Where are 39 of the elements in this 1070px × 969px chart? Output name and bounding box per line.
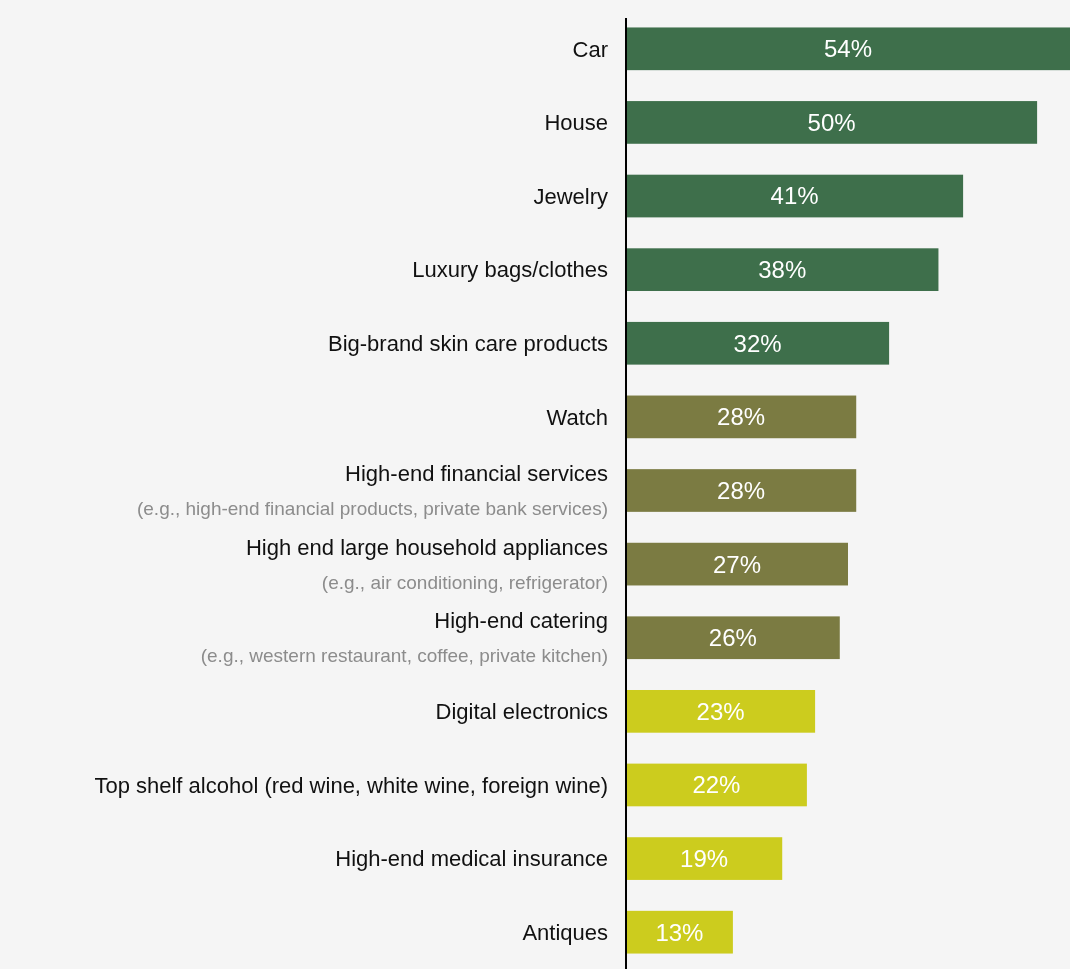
- bar: [626, 248, 939, 291]
- bar: [626, 101, 1038, 144]
- bar: [626, 542, 848, 586]
- data-label: 22%: [692, 771, 741, 799]
- data-label: 28%: [717, 476, 766, 504]
- bar: [626, 837, 783, 880]
- y-tick-label: High end large household appliances (e.g., air conditioning, refrigerator): [245, 534, 608, 593]
- y-tick-label: Big-brand skin care products: [327, 330, 608, 356]
- y-tick-label: High-end financial services (e.g., high-end financial products, private bank services): [136, 461, 608, 520]
- data-label: 38%: [758, 256, 807, 284]
- y-tick-label: Digital electronics: [435, 699, 608, 725]
- y-tick-label: Car: [572, 36, 608, 62]
- data-label: 27%: [712, 550, 762, 578]
- bar: [626, 395, 857, 439]
- y-tick-label: Watch: [546, 404, 608, 430]
- data-label: 26%: [708, 624, 757, 652]
- data-label: 28%: [717, 403, 766, 431]
- bar: [626, 27, 1070, 71]
- y-tick-label: High-end medical insurance: [335, 846, 608, 872]
- data-label: 19%: [680, 844, 729, 872]
- bar: [626, 910, 733, 954]
- data-label: 13%: [655, 918, 704, 946]
- y-tick-label: Antiques: [522, 919, 608, 945]
- bar: [626, 616, 840, 660]
- bar: [626, 763, 807, 807]
- bar: [626, 469, 857, 512]
- y-tick-label: Luxury bags/clothes: [412, 257, 608, 283]
- bar: [626, 174, 964, 218]
- data-label: 50%: [807, 108, 856, 136]
- data-label: 23%: [696, 697, 745, 725]
- data-label: 41%: [770, 182, 819, 210]
- y-tick-label: Top shelf alcohol (red wine, white wine, foreign wine): [94, 772, 608, 798]
- data-label: 54%: [823, 35, 873, 63]
- y-tick-label: House: [544, 110, 608, 136]
- y-tick-label: Jewelry: [533, 183, 608, 209]
- bar: [626, 321, 890, 365]
- y-tick-label: High-end catering (e.g., western restaurant, coffee, private kitchen): [200, 608, 608, 667]
- bar: [626, 690, 816, 733]
- data-label: 32%: [733, 329, 782, 357]
